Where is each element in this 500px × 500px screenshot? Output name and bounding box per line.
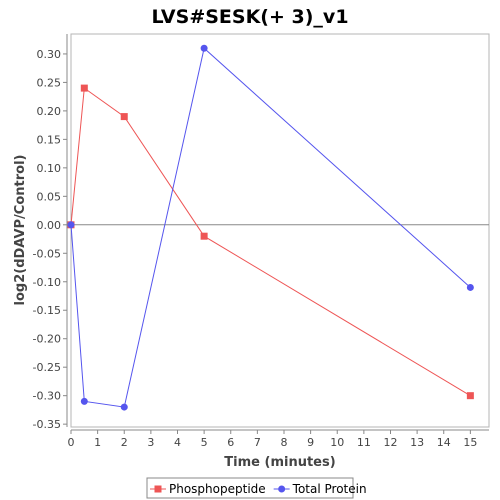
data-point bbox=[80, 84, 88, 92]
y-tick-label: 0.20 bbox=[37, 105, 62, 118]
y-tick-label: 0.05 bbox=[37, 190, 62, 203]
y-tick-label: -0.05 bbox=[33, 247, 61, 260]
x-tick-label: 12 bbox=[383, 436, 397, 449]
x-tick-label: 1 bbox=[94, 436, 101, 449]
legend-label: Phosphopeptide bbox=[169, 482, 266, 496]
x-axis-ticks: 0 1 2 3 4 5 6 7 8 9 10 11 12 13 14 15 bbox=[68, 430, 477, 449]
x-tick-label: 15 bbox=[463, 436, 477, 449]
y-tick-label: 0.10 bbox=[37, 162, 62, 175]
legend-marker bbox=[154, 485, 162, 493]
y-tick-label: -0.20 bbox=[33, 333, 61, 346]
chart-title: LVS#SESK(+ 3)_v1 bbox=[151, 6, 348, 28]
x-tick-label: 14 bbox=[437, 436, 451, 449]
y-tick-label: -0.30 bbox=[33, 390, 61, 403]
x-tick-label: 2 bbox=[121, 436, 128, 449]
x-tick-label: 6 bbox=[227, 436, 234, 449]
y-axis-title: log2(dDAVP/Control) bbox=[13, 155, 28, 306]
y-tick-label: 0.30 bbox=[37, 48, 62, 61]
data-point bbox=[80, 397, 88, 405]
plot-area bbox=[70, 33, 490, 428]
y-tick-label: -0.15 bbox=[33, 304, 61, 317]
legend-box bbox=[146, 477, 354, 499]
y-axis-ticks: -0.35 -0.30 -0.25 -0.20 -0.15 -0.10 -0.05 0.00 0… bbox=[33, 48, 67, 431]
data-point bbox=[200, 44, 208, 52]
x-tick-label: 13 bbox=[410, 436, 424, 449]
series-total-protein bbox=[67, 44, 474, 411]
y-tick-label: 0.25 bbox=[37, 76, 62, 89]
data-point bbox=[466, 392, 474, 400]
y-tick-label: 0.00 bbox=[37, 219, 62, 232]
data-point bbox=[466, 283, 474, 291]
y-tick-label: -0.35 bbox=[33, 418, 61, 431]
legend-marker bbox=[278, 485, 286, 493]
x-tick-label: 4 bbox=[174, 436, 181, 449]
data-point bbox=[200, 232, 208, 240]
x-tick-label: 10 bbox=[330, 436, 344, 449]
x-tick-label: 5 bbox=[201, 436, 208, 449]
x-axis-title: Time (minutes) bbox=[224, 455, 335, 470]
x-tick-label: 7 bbox=[254, 436, 261, 449]
data-point bbox=[120, 403, 128, 411]
legend-label: Total Protein bbox=[292, 482, 367, 496]
x-tick-label: 8 bbox=[280, 436, 287, 449]
y-tick-label: 0.15 bbox=[37, 133, 62, 146]
series-layer bbox=[67, 44, 474, 411]
legend-item: Total Protein bbox=[273, 482, 367, 496]
x-tick-label: 11 bbox=[357, 436, 371, 449]
y-tick-label: -0.10 bbox=[33, 276, 61, 289]
legend-item: Phosphopeptide bbox=[150, 482, 266, 496]
x-tick-label: 3 bbox=[147, 436, 154, 449]
x-tick-label: 9 bbox=[307, 436, 314, 449]
data-point bbox=[67, 221, 75, 229]
data-point bbox=[120, 113, 128, 121]
y-tick-label: -0.25 bbox=[33, 361, 61, 374]
x-tick-label: 0 bbox=[68, 436, 75, 449]
legend: Phosphopeptide Total Protein bbox=[146, 477, 367, 499]
